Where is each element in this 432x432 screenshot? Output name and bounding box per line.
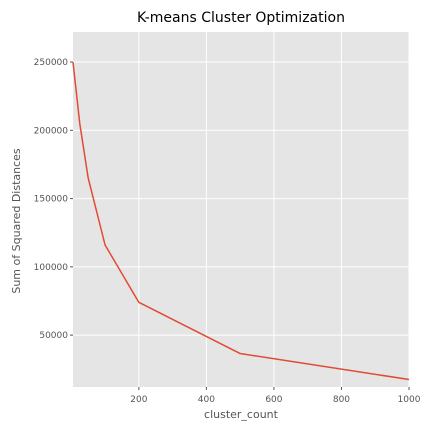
x-tick-label: 200 xyxy=(130,395,147,405)
x-tick-label: 400 xyxy=(198,395,215,405)
y-tick-label: 200000 xyxy=(34,126,69,136)
y-axis-label: Sum of Squared Distances xyxy=(10,148,23,294)
x-tick-label: 1000 xyxy=(398,395,421,405)
y-tick-label: 150000 xyxy=(34,195,69,205)
series-group xyxy=(72,61,410,381)
x-axis-label: cluster_count xyxy=(204,408,279,421)
plot-area xyxy=(73,32,409,387)
chart-title: K-means Cluster Optimization xyxy=(137,10,345,26)
x-tick-label: 600 xyxy=(265,395,282,405)
x-gridlines xyxy=(138,32,410,387)
y-gridlines xyxy=(73,61,409,336)
series-line xyxy=(72,61,410,381)
y-axis-ticks: 50000 100000 150000 200000 250000 xyxy=(34,58,73,341)
y-tick-label: 100000 xyxy=(34,263,69,273)
y-tick-label: 250000 xyxy=(34,58,69,68)
x-tick-label: 800 xyxy=(333,395,350,405)
y-tick-label: 50000 xyxy=(39,331,68,341)
x-axis-ticks: 200 400 600 800 1000 xyxy=(130,387,421,405)
